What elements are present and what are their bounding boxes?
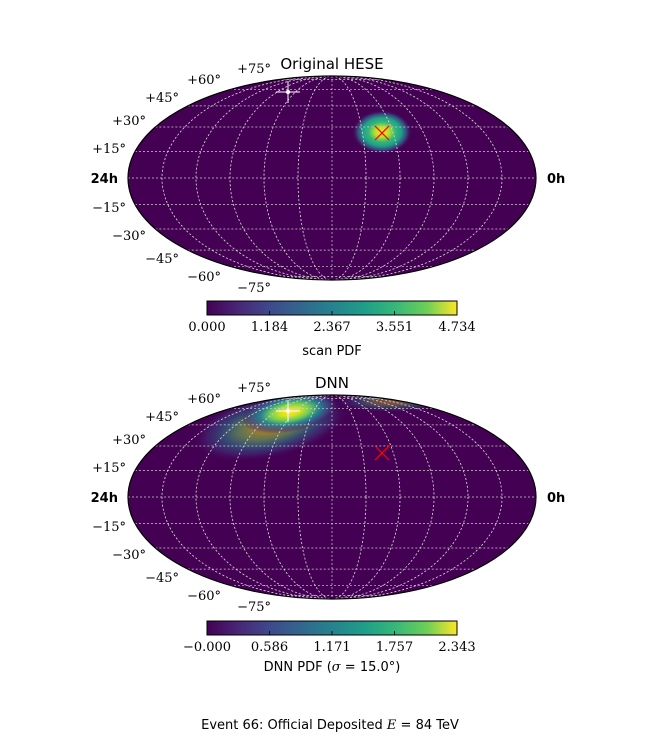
grid-lines bbox=[128, 395, 536, 599]
grid-meridian bbox=[229, 76, 435, 280]
dec-tick-minus45: −45° bbox=[145, 252, 179, 267]
dec-tick-plus30: +30° bbox=[112, 433, 146, 448]
dec-tick-minus75: −75° bbox=[237, 600, 271, 615]
grid-meridian bbox=[297, 395, 367, 599]
dec-tick-plus30: +30° bbox=[112, 114, 146, 129]
colorbar-tick-label: 4.734 bbox=[438, 320, 475, 335]
colorbar-tick-label: 0.000 bbox=[188, 320, 225, 335]
dec-tick-plus60: +60° bbox=[187, 392, 221, 407]
sky-map bbox=[128, 76, 536, 280]
grid-meridian bbox=[297, 76, 367, 280]
colorbar-tick-label: 1.184 bbox=[251, 320, 288, 335]
ra-label-left: 24h bbox=[91, 491, 118, 506]
colorbar-tick-label: 2.367 bbox=[313, 320, 350, 335]
figure-footer: Event 66: Official Deposited E = 84 TeV bbox=[201, 718, 459, 733]
ra-label-right: 0h bbox=[547, 172, 565, 187]
dec-tick-minus45: −45° bbox=[145, 571, 179, 586]
grid-meridian bbox=[195, 395, 469, 599]
colorbar-label: DNN PDF (σ = 15.0°) bbox=[264, 660, 401, 675]
dec-tick-minus15: −15° bbox=[92, 520, 126, 535]
grid-meridian bbox=[263, 395, 401, 599]
panel-dnn: DNN +75° +60° +45° +30° +15° −15° −30° −… bbox=[91, 374, 566, 675]
pdf-hotspot bbox=[240, 395, 340, 434]
dec-tick-plus75: +75° bbox=[237, 62, 271, 77]
grid-meridian bbox=[195, 76, 469, 280]
dec-tick-minus30: −30° bbox=[112, 229, 146, 244]
ra-label-left: 24h bbox=[91, 172, 118, 187]
dec-tick-plus15: +15° bbox=[92, 461, 126, 476]
panel-title: Original HESE bbox=[280, 55, 383, 73]
dec-tick-plus15: +15° bbox=[92, 142, 126, 157]
dec-tick-plus60: +60° bbox=[187, 73, 221, 88]
ra-label-right: 0h bbox=[547, 491, 565, 506]
sky-map bbox=[128, 395, 536, 599]
grid-meridian bbox=[229, 395, 435, 599]
panel-original-hese: Original HESE +75° +60° +45° +30° +15° −… bbox=[91, 55, 566, 359]
colorbar: −0.000 0.586 1.171 1.757 2.343 DNN PDF (σ = … bbox=[183, 620, 476, 675]
colorbar-tick-label: 3.551 bbox=[376, 320, 413, 335]
grid-meridian bbox=[161, 395, 503, 599]
colorbar: 0.000 1.184 2.367 3.551 4.734 scan PDF bbox=[188, 300, 476, 359]
dec-tick-minus75: −75° bbox=[237, 281, 271, 296]
colorbar-tick-label: 1.757 bbox=[376, 640, 413, 655]
colorbar-tick-label: −0.000 bbox=[183, 640, 231, 655]
colorbar-tick-label: 1.171 bbox=[313, 640, 350, 655]
true-direction-marker bbox=[276, 81, 300, 103]
colorbar-label: scan PDF bbox=[302, 344, 362, 359]
panel-title: DNN bbox=[315, 374, 349, 392]
grid-lines bbox=[128, 76, 536, 280]
colorbar-tick-label: 0.586 bbox=[251, 640, 288, 655]
pdf-hotspot bbox=[352, 110, 412, 154]
colorbar-tick-label: 2.343 bbox=[438, 640, 475, 655]
true-direction-marker bbox=[276, 400, 300, 422]
colorbar-ticks: −0.000 0.586 1.171 1.757 2.343 bbox=[183, 631, 476, 655]
dec-tick-plus45: +45° bbox=[145, 410, 179, 425]
dec-tick-minus60: −60° bbox=[187, 589, 221, 604]
dec-tick-minus15: −15° bbox=[92, 201, 126, 216]
sky-outline bbox=[127, 394, 537, 600]
dec-tick-minus60: −60° bbox=[187, 270, 221, 285]
dec-tick-plus75: +75° bbox=[237, 381, 271, 396]
grid-meridian bbox=[263, 76, 401, 280]
sky-outline bbox=[127, 75, 537, 281]
dec-tick-minus30: −30° bbox=[112, 548, 146, 563]
grid-meridian bbox=[161, 76, 503, 280]
reco-x-marker bbox=[374, 445, 390, 461]
reco-x-marker bbox=[374, 125, 390, 141]
colorbar-ticks: 0.000 1.184 2.367 3.551 4.734 bbox=[188, 311, 476, 335]
dec-tick-plus45: +45° bbox=[145, 91, 179, 106]
